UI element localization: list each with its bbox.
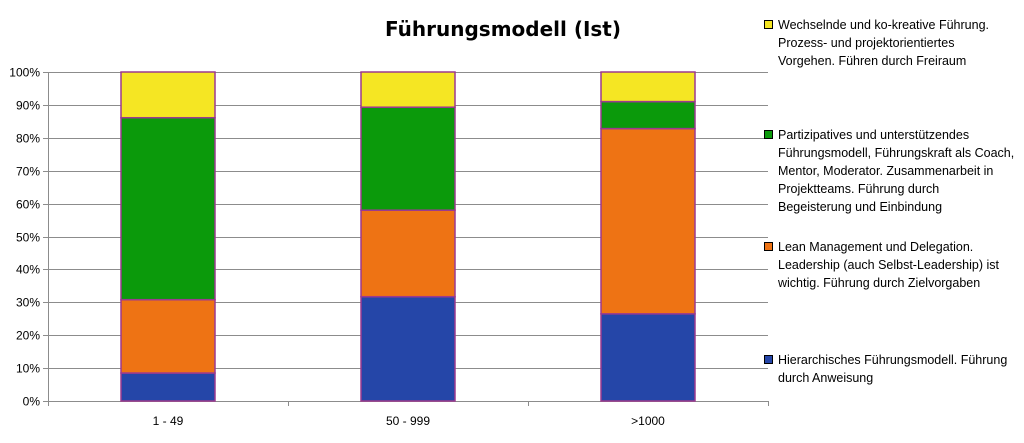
- x-tick-label: 1 - 49: [153, 414, 184, 428]
- x-tick-label: 50 - 999: [386, 414, 430, 428]
- bar-segment: [360, 106, 456, 211]
- legend-swatch: [764, 242, 773, 251]
- bar-segment: [360, 209, 456, 298]
- legend-label: Partizipatives und unterstützendes Führu…: [778, 128, 1015, 214]
- bars: [120, 71, 696, 402]
- y-tick-label: 100%: [9, 66, 40, 80]
- bar-segment: [360, 295, 456, 402]
- bar-segment: [600, 71, 696, 103]
- chart-title: Führungsmodell (Ist): [385, 17, 621, 41]
- legend-swatch: [764, 130, 773, 139]
- y-tick-label: 90%: [16, 99, 40, 113]
- bar-segment: [120, 372, 216, 402]
- legend-label: Wechselnde und ko-kreative Führung. Proz…: [778, 18, 989, 68]
- bar-segment: [120, 71, 216, 119]
- bar-segment: [600, 313, 696, 402]
- y-tick-label: 20%: [16, 329, 40, 343]
- bar-segment: [600, 100, 696, 130]
- bar-segment: [120, 298, 216, 374]
- y-tick-label: 0%: [23, 395, 41, 409]
- legend-swatch: [764, 20, 773, 29]
- y-tick-label: 60%: [16, 198, 40, 212]
- y-tick-label: 80%: [16, 132, 40, 146]
- legend-swatch: [764, 355, 773, 364]
- bar-segment: [120, 116, 216, 301]
- legend-label: Hierarchisches Führungsmodell. Führung d…: [778, 353, 1008, 385]
- legend-label: Lean Management und Delegation. Leadersh…: [778, 240, 999, 290]
- x-tick-label: >1000: [631, 414, 665, 428]
- bar-segment: [360, 71, 456, 108]
- y-tick-label: 10%: [16, 362, 40, 376]
- y-tick-label: 30%: [16, 296, 40, 310]
- y-tick-label: 70%: [16, 165, 40, 179]
- y-tick-label: 50%: [16, 231, 40, 245]
- tick-labels: 0% 10% 20% 30% 40% 50% 60% 70% 80% 90% 100% 1 - 49 5…: [9, 66, 665, 429]
- bar-segment: [600, 127, 696, 315]
- y-tick-label: 40%: [16, 263, 40, 277]
- legend: Wechselnde und ko-kreative Führung. Proz…: [764, 0, 1024, 443]
